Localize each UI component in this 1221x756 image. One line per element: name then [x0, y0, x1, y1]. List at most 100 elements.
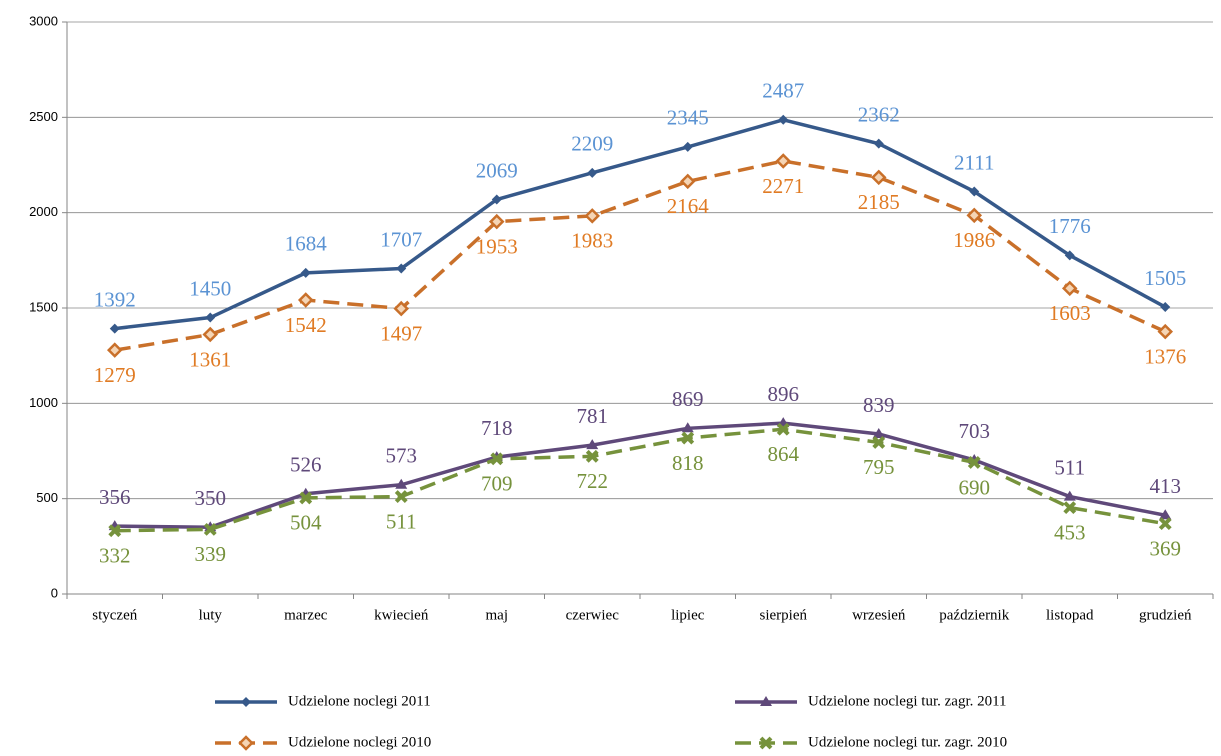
marker: [873, 138, 884, 149]
marker: [1158, 517, 1172, 531]
marker: [872, 436, 886, 449]
legend-label: Udzielone noclegi tur. zagr. 2010: [808, 734, 1007, 750]
data-label: 1450: [189, 276, 231, 300]
marker: [760, 696, 772, 706]
data-label: 1279: [94, 363, 136, 387]
marker: [969, 186, 980, 197]
series: 332 339 504 511 709 722 818 864 795 690 453 369: [99, 422, 1182, 568]
marker: [202, 326, 219, 343]
marker: [759, 736, 773, 750]
data-label: 2345: [667, 106, 709, 130]
data-label: 869: [672, 387, 704, 411]
x-tick-label: czerwiec: [566, 607, 620, 623]
y-tick-label: 500: [36, 490, 58, 505]
data-label: 511: [386, 509, 417, 533]
marker: [297, 292, 314, 308]
data-label: 369: [1150, 536, 1182, 560]
series-line: [114, 118, 1167, 331]
marker: [585, 449, 599, 463]
y-tick-label: 0: [51, 585, 58, 600]
data-label: 350: [195, 486, 227, 510]
marker: [241, 697, 251, 707]
marker: [776, 422, 790, 436]
legend-label: Udzielone noclegi 2011: [288, 693, 431, 709]
marker: [586, 439, 599, 450]
marker: [203, 522, 217, 536]
x-tick-label: grudzień: [1139, 607, 1192, 623]
marker: [1157, 323, 1174, 340]
data-label: 1983: [571, 229, 613, 253]
marker: [1160, 302, 1171, 313]
data-label: 1376: [1144, 344, 1186, 368]
legend-label: Udzielone noclegi 2010: [288, 734, 431, 750]
data-label: 2209: [571, 132, 613, 156]
marker: [966, 207, 983, 224]
marker: [1061, 280, 1078, 297]
data-label: 573: [386, 444, 418, 468]
data-label: 511: [1054, 455, 1085, 479]
data-label: 690: [959, 475, 991, 499]
x-tick-label: listopad: [1046, 607, 1094, 623]
y-tick-label: 3000: [29, 13, 58, 28]
marker: [870, 169, 887, 186]
marker: [681, 422, 694, 433]
data-label: 1392: [94, 287, 136, 311]
marker: [490, 452, 504, 466]
series: 1279 1361 1542 1497 1953 1983 2164 2271 2185 1986…: [94, 153, 1186, 387]
data-label: 1497: [380, 321, 422, 345]
legend: Udzielone noclegi 2011 Udzielone noclegi …: [215, 693, 1007, 751]
data-label: 1986: [953, 228, 995, 252]
data-label: 339: [195, 542, 227, 566]
y-tick-label: 2500: [29, 109, 58, 124]
y-tick-label: 1500: [29, 299, 58, 314]
marker: [299, 491, 313, 505]
data-label: 2362: [858, 102, 900, 126]
data-label: 453: [1054, 520, 1086, 544]
marker: [1159, 509, 1172, 520]
data-label: 332: [99, 544, 131, 568]
marker: [778, 114, 789, 125]
marker: [681, 431, 695, 445]
data-label: 1953: [476, 234, 518, 258]
data-label: 703: [959, 419, 991, 443]
marker: [488, 213, 505, 230]
data-label: 1707: [380, 227, 422, 251]
series-line: [114, 427, 1166, 533]
marker: [393, 300, 410, 317]
series: 356 350 526 573 718 781 869 896 839 703 511 413: [99, 382, 1182, 532]
data-label: 2271: [762, 174, 804, 198]
y-tick-label: 2000: [29, 204, 58, 219]
data-label: 504: [290, 511, 322, 535]
data-label: 2111: [954, 150, 994, 174]
data-label: 413: [1150, 474, 1182, 498]
series-line: [114, 159, 1166, 352]
data-label: 1361: [189, 347, 231, 371]
data-label: 1603: [1049, 301, 1091, 325]
x-tick-label: maj: [486, 607, 509, 623]
marker: [584, 208, 601, 224]
marker: [679, 173, 696, 190]
data-label: 356: [99, 485, 131, 509]
data-label: 2069: [476, 158, 518, 182]
marker: [1063, 490, 1076, 501]
marker: [396, 263, 407, 274]
marker: [394, 490, 408, 503]
data-label: 896: [768, 382, 800, 406]
data-label: 864: [768, 442, 800, 466]
series: 1392 1450 1684 1707 2069 2209 2345 2487 2362 2111…: [94, 79, 1186, 334]
marker: [238, 735, 254, 751]
marker: [205, 312, 216, 323]
marker: [395, 478, 408, 489]
marker: [682, 141, 693, 152]
marker: [106, 342, 123, 358]
marker: [108, 524, 122, 538]
x-tick-label: marzec: [284, 607, 328, 623]
x-tick-label: październik: [939, 607, 1009, 623]
data-label: 709: [481, 472, 513, 496]
x-tick-label: kwiecień: [374, 607, 429, 623]
x-tick-label: luty: [199, 607, 223, 623]
x-tick-label: wrzesień: [852, 607, 906, 623]
marker: [1063, 501, 1077, 515]
